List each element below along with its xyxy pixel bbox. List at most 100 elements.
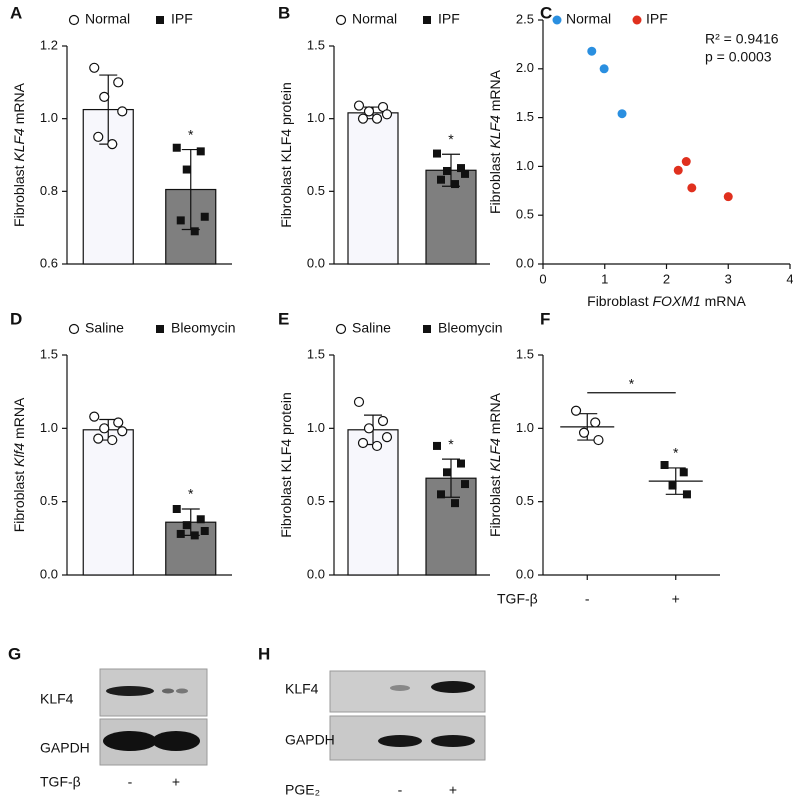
panel-letter: B <box>278 3 290 22</box>
point <box>172 143 181 152</box>
y-axis-label-part: Klf4 <box>11 443 27 467</box>
point <box>99 91 110 102</box>
x-axis-label-part: Fibroblast <box>587 293 652 309</box>
y-tick-label: 0.5 <box>307 493 325 508</box>
point <box>593 434 604 446</box>
significance: * <box>673 445 679 461</box>
y-axis-label-part: KLF4 <box>487 438 503 472</box>
x-axis-label: TGF-β <box>497 591 538 607</box>
annotation: R² = 0.9416 <box>705 31 779 47</box>
point <box>443 166 451 175</box>
point <box>200 527 209 535</box>
band <box>106 686 154 696</box>
x-tick-label: - <box>585 591 590 607</box>
point <box>99 423 110 434</box>
point <box>673 165 683 175</box>
point <box>363 423 375 434</box>
point <box>172 505 181 513</box>
point <box>113 417 124 428</box>
legend-marker <box>68 323 80 335</box>
y-axis-label-part: Fibroblast KLF4 protein <box>278 82 294 228</box>
panel-letter: E <box>278 309 289 328</box>
bar <box>82 429 134 576</box>
panel-letter: G <box>8 644 21 663</box>
point <box>363 106 375 117</box>
point <box>93 131 104 142</box>
panel-letter: D <box>10 309 22 328</box>
y-tick-label: 0.0 <box>307 566 325 581</box>
x-tick-label: 1 <box>601 271 608 286</box>
point <box>176 529 185 538</box>
legend-marker <box>632 15 642 25</box>
treatment-label: PGE₂ <box>285 782 320 798</box>
point <box>433 441 441 450</box>
y-axis-label: Fibroblast KLF4 mRNA <box>487 392 503 537</box>
band <box>378 735 422 747</box>
point <box>176 216 185 225</box>
point <box>182 521 191 530</box>
y-axis-label-part: KLF4 <box>487 115 503 149</box>
point <box>377 415 389 427</box>
point <box>357 113 369 124</box>
y-axis-label: Fibroblast KLF4 mRNA <box>487 69 503 214</box>
lane-label: + <box>449 782 457 798</box>
point <box>723 192 733 202</box>
y-tick-label: 1.0 <box>307 420 325 435</box>
point <box>617 109 627 119</box>
y-tick-label: 1.5 <box>40 346 58 361</box>
point <box>190 531 199 540</box>
legend-marker <box>423 325 431 333</box>
legend-label: Normal <box>352 11 397 27</box>
point <box>93 433 104 444</box>
band <box>390 685 410 691</box>
point <box>113 77 124 88</box>
panel-letter: F <box>540 309 550 328</box>
y-tick-label: 0.8 <box>40 183 58 198</box>
y-axis-label-part: mRNA <box>487 392 503 438</box>
point <box>117 106 128 117</box>
point <box>357 437 369 449</box>
point <box>578 427 590 438</box>
point <box>117 426 128 437</box>
blot-g: G KLF4 GAPDH TGF-β - + <box>8 644 208 790</box>
point <box>433 149 441 158</box>
y-axis-label: Fibroblast KLF4 protein <box>278 82 294 228</box>
treatment-label: TGF-β <box>40 774 81 790</box>
point <box>687 183 697 193</box>
point <box>200 212 209 221</box>
legend-label: Normal <box>85 11 130 27</box>
point <box>353 100 365 111</box>
point <box>570 405 582 416</box>
y-tick-label: 0.5 <box>307 183 325 198</box>
point <box>89 62 100 73</box>
point <box>599 64 609 74</box>
y-axis-label-part: mRNA <box>11 82 27 128</box>
point <box>353 396 365 408</box>
legend-marker <box>423 16 431 24</box>
x-axis-label: Fibroblast FOXM1 mRNA <box>587 293 746 309</box>
legend-label: Saline <box>85 320 124 336</box>
point <box>443 468 451 477</box>
row-label: KLF4 <box>40 691 74 707</box>
panel-letter: H <box>258 644 270 663</box>
point <box>437 490 445 499</box>
y-tick-label: 1.2 <box>40 37 58 52</box>
y-axis-label-part: KLF4 <box>11 128 27 162</box>
legend-label: Bleomycin <box>438 320 503 336</box>
point <box>587 46 597 56</box>
point <box>682 490 691 499</box>
x-tick-label: + <box>672 591 680 607</box>
bar <box>347 112 399 265</box>
row-label: KLF4 <box>285 681 319 697</box>
legend-marker <box>68 14 80 26</box>
point <box>381 432 393 443</box>
point <box>107 139 118 150</box>
significance: * <box>448 436 454 452</box>
point <box>190 227 199 236</box>
y-axis-label-part: Fibroblast <box>11 162 27 227</box>
band <box>103 731 157 751</box>
significance: * <box>448 131 454 147</box>
point <box>668 481 677 490</box>
x-tick-label: 2 <box>663 271 670 286</box>
